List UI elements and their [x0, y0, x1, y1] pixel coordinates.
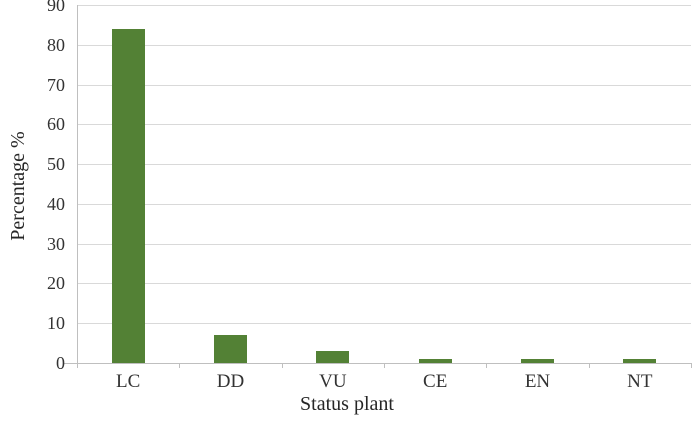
gridline-y-50 [77, 164, 691, 166]
x-axis-tick-mark [179, 363, 181, 368]
x-tick-label-VU: VU [319, 371, 347, 392]
x-tick-label-DD: DD [216, 371, 245, 392]
y-tick-label-30: 30 [47, 233, 65, 254]
bar-EN [521, 359, 554, 363]
bar-LC [111, 28, 145, 363]
bar-NT [623, 359, 657, 363]
x-tick-label-LC: LC [116, 371, 141, 392]
gridline-y-40 [77, 203, 691, 205]
y-tick-label-10: 10 [47, 313, 65, 334]
y-tick-label-0: 0 [56, 353, 65, 373]
x-tick-label-CE: CE [423, 371, 448, 392]
bar-DD [214, 335, 247, 363]
y-tick-label-60: 60 [47, 114, 65, 135]
y-tick-label-90: 90 [47, 0, 65, 15]
x-axis-tick-mark [486, 363, 488, 368]
gridline-y-80 [77, 44, 691, 46]
gridline-y-20 [77, 283, 691, 285]
x-axis-line [64, 363, 691, 364]
plot-area [77, 5, 691, 363]
x-axis-tick-mark [384, 363, 385, 368]
x-axis-title: Status plant [300, 393, 394, 415]
gridline-y-60 [77, 124, 691, 126]
y-tick-label-40: 40 [47, 193, 65, 214]
gridline-y-90 [77, 5, 691, 6]
gridline-y-10 [77, 323, 691, 325]
y-tick-label-70: 70 [47, 74, 65, 95]
y-tick-label-80: 80 [47, 34, 65, 55]
gridline-y-30 [77, 243, 691, 245]
x-tick-label-EN: EN [524, 371, 551, 392]
y-tick-label-50: 50 [47, 154, 65, 175]
bar-CE [418, 359, 452, 363]
y-axis-line [77, 5, 78, 363]
x-tick-label-NT: NT [627, 371, 653, 392]
x-axis-tick-mark [691, 363, 692, 368]
y-tick-label-20: 20 [47, 273, 65, 294]
x-axis-tick-mark [281, 363, 283, 368]
x-axis-tick-mark [77, 363, 78, 368]
gridline-y-70 [77, 84, 691, 86]
y-axis-title: Percentage % [7, 131, 29, 241]
x-axis-tick-mark [588, 363, 590, 368]
bar-VU [316, 351, 350, 363]
